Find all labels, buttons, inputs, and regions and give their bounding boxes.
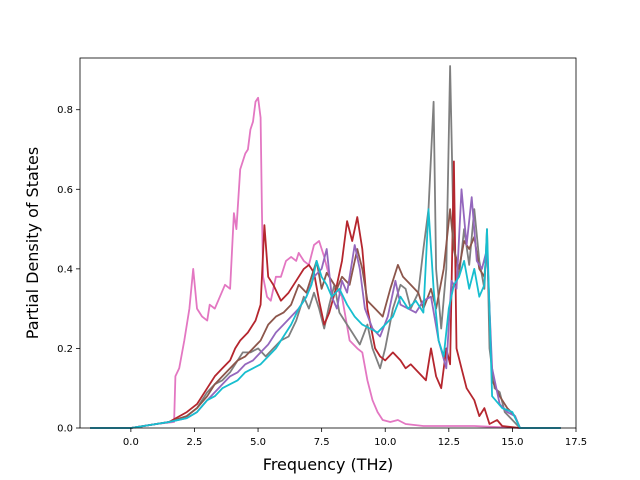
x-axis-label: Frequency (THz) (263, 455, 393, 474)
y-tick-label: 0.6 (57, 185, 73, 196)
pdos-series-line-4 (90, 208, 561, 429)
x-axis-ticks: 0.0 2.5 5.0 7.5 10.0 12.5 15.0 17.5 (123, 428, 587, 448)
x-tick-label: 2.5 (187, 437, 203, 448)
plot-frame (79, 57, 577, 429)
y-tick-label: 0.2 (57, 344, 73, 355)
x-tick-label: 17.5 (565, 437, 587, 448)
y-tick-label: 0.0 (57, 424, 73, 435)
plot-area (90, 65, 561, 429)
pdos-series-line-5 (90, 188, 561, 429)
pdos-series-line-1 (90, 96, 561, 429)
x-tick-label: 5.0 (250, 437, 266, 448)
x-tick-label: 0.0 (123, 437, 139, 448)
x-tick-label: 12.5 (438, 437, 460, 448)
y-tick-label: 0.4 (57, 264, 73, 275)
pdos-series-line-6 (90, 208, 561, 429)
pdos-series-line-2 (90, 65, 561, 429)
y-axis-ticks: 0.0 0.2 0.4 0.6 0.8 (57, 105, 80, 435)
pdos-series-line-3 (90, 160, 561, 429)
x-tick-label: 15.0 (501, 437, 523, 448)
x-tick-label: 10.0 (374, 437, 396, 448)
x-tick-label: 7.5 (314, 437, 330, 448)
y-tick-label: 0.8 (57, 105, 73, 116)
y-axis-label: Partial Density of States (23, 147, 42, 339)
